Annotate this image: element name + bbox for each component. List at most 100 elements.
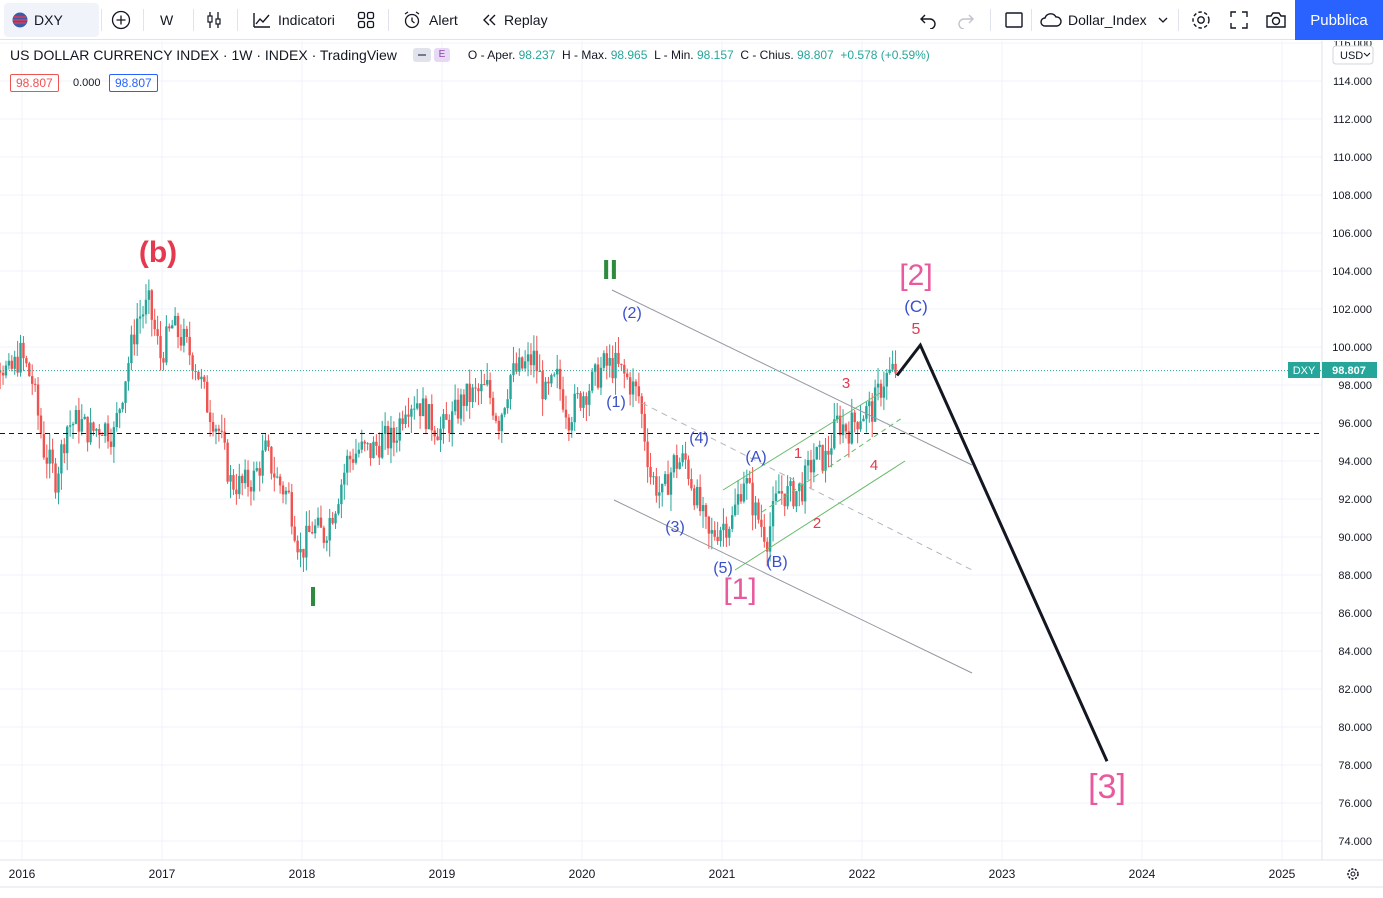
close-value: 98.807	[797, 48, 834, 62]
candle	[223, 417, 226, 450]
sell-price-badge[interactable]: 98.807	[10, 74, 59, 92]
candle	[856, 421, 859, 444]
price-tick-label: 98.000	[1338, 380, 1372, 392]
candle	[675, 444, 678, 479]
candle	[322, 525, 326, 549]
buy-price-badge[interactable]: 98.807	[109, 74, 158, 92]
candle	[838, 405, 842, 445]
candle	[258, 461, 261, 492]
candle	[28, 361, 31, 377]
price-chart[interactable]: (b) I II [1] [2] [3] (C) (A) (B) (1) (2)…	[0, 41, 1383, 898]
candle	[442, 408, 445, 444]
candle	[696, 479, 699, 509]
year-tick-label: 2021	[709, 867, 736, 881]
layout-button[interactable]	[1004, 0, 1024, 40]
candle	[480, 369, 483, 404]
time-axis-settings-button[interactable]	[1347, 868, 1359, 880]
alert-button[interactable]: Alert	[402, 0, 458, 40]
candle	[760, 504, 763, 538]
candle	[704, 503, 708, 529]
square-icon	[1005, 12, 1023, 28]
close-label: C - Chius.	[740, 48, 794, 62]
symbol-title[interactable]: US DOLLAR CURRENCY INDEX · 1W · INDEX · …	[10, 47, 397, 63]
year-tick-label: 2017	[149, 867, 176, 881]
candle	[127, 356, 130, 391]
publish-button[interactable]: Pubblica	[1295, 0, 1383, 40]
candle	[847, 421, 851, 458]
candle	[19, 334, 22, 377]
candle	[416, 388, 419, 411]
symbol-search[interactable]: DXY	[4, 3, 99, 37]
candle	[249, 480, 253, 506]
candle	[792, 477, 795, 509]
candle	[325, 536, 328, 552]
candle	[894, 350, 897, 379]
candle	[512, 346, 515, 383]
undo-button[interactable]	[919, 0, 937, 40]
price-axis[interactable]: 116.000114.000112.000110.000108.000106.0…	[1321, 41, 1383, 887]
price-tick-label: 102.000	[1332, 304, 1372, 316]
candle	[401, 410, 404, 431]
price-tick-label: 74.000	[1338, 836, 1372, 848]
candle	[661, 483, 664, 507]
candle	[311, 521, 314, 535]
candle	[378, 432, 381, 465]
candle	[267, 434, 270, 452]
price-tick-label: 104.000	[1332, 266, 1372, 278]
alarm-clock-icon	[404, 11, 420, 29]
candle	[124, 380, 127, 414]
rewind-icon	[483, 14, 496, 26]
price-tick-label: 112.000	[1333, 114, 1372, 126]
compare-button[interactable]	[110, 0, 132, 40]
projection-path	[895, 342, 1109, 762]
candle	[235, 473, 238, 505]
snapshot-button[interactable]	[1265, 0, 1287, 40]
candle	[133, 319, 136, 356]
candle	[48, 433, 51, 479]
candle	[4, 360, 8, 379]
candle	[541, 360, 544, 416]
wave-label-s2: 2	[813, 515, 821, 532]
candle	[284, 487, 288, 505]
settings-button[interactable]	[1190, 0, 1212, 40]
interval-button[interactable]: W	[160, 0, 173, 40]
candle	[637, 372, 641, 404]
wave-label-p3: (3)	[665, 519, 685, 536]
candle	[561, 376, 565, 413]
earnings-badge[interactable]: E	[433, 48, 450, 62]
currency-selector[interactable]: USD	[1332, 45, 1374, 65]
candle	[448, 414, 451, 442]
templates-button[interactable]	[356, 0, 376, 40]
green-channel-mid	[761, 417, 903, 513]
layout-name-menu[interactable]: Dollar_Index	[1039, 0, 1169, 40]
candle	[602, 350, 606, 372]
candle	[882, 371, 886, 410]
candle	[757, 498, 760, 524]
candle	[68, 410, 72, 437]
wave-label-p4: (4)	[689, 430, 709, 447]
candle	[628, 372, 632, 406]
year-tick-label: 2016	[9, 867, 36, 881]
price-tick-label: 106.000	[1332, 228, 1372, 240]
channel-lower-line	[613, 499, 973, 674]
candle	[459, 388, 463, 426]
top-toolbar: DXY W Indicatori Alert Replay Dollar_Ind…	[0, 0, 1383, 40]
candle	[579, 391, 582, 411]
candle	[407, 397, 410, 428]
last-price-badge: DXY 98.807	[1288, 362, 1377, 378]
candle	[521, 356, 524, 371]
time-axis[interactable]: 2016 2017 2018 2019 2020 2021 2022 2023 2024 2025	[0, 859, 1383, 890]
candle	[7, 353, 11, 370]
candle	[859, 405, 862, 432]
visibility-toggle[interactable]	[412, 48, 431, 62]
indicators-button[interactable]: Indicatori	[252, 0, 335, 40]
replay-button[interactable]: Replay	[480, 0, 548, 40]
change-value: +0.578 (+0.59%)	[840, 48, 930, 62]
fullscreen-button[interactable]	[1229, 0, 1249, 40]
candle	[197, 371, 200, 381]
candle	[389, 415, 393, 464]
chart-type-button[interactable]	[204, 0, 224, 40]
redo-button[interactable]	[957, 0, 975, 40]
candle	[80, 404, 83, 436]
candle	[798, 483, 801, 507]
